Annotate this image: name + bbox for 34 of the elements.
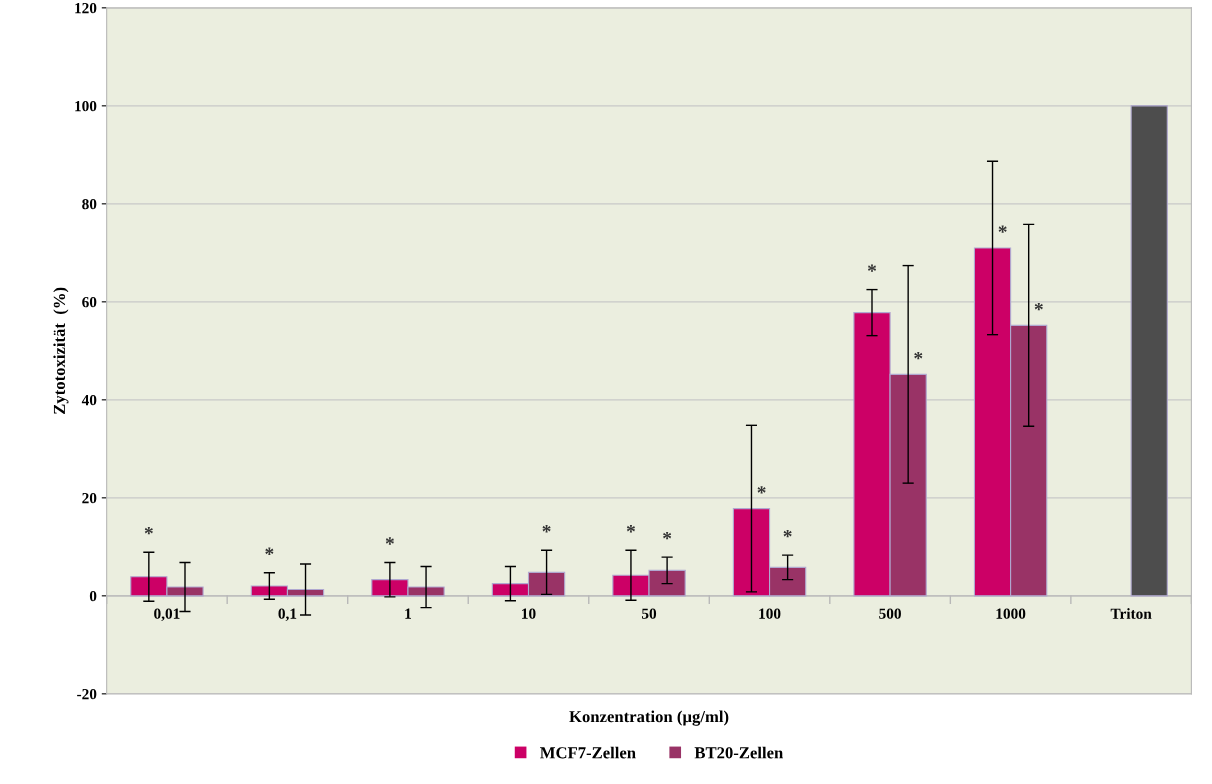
- data-label: *: [144, 527, 153, 535]
- y-tick-label: 60: [82, 296, 97, 308]
- y-tick-label: -20: [77, 688, 97, 700]
- y-tick-label: 100: [75, 100, 97, 112]
- x-tick-label: 0,1: [278, 608, 297, 622]
- data-label: *: [626, 525, 635, 533]
- x-tick-label: 100: [759, 608, 781, 619]
- y-tick-label: 40: [81, 394, 97, 406]
- y-axis-title: Zytotoxizität (%): [53, 287, 69, 414]
- data-label: *: [1034, 302, 1043, 311]
- x-tick-label: 10: [522, 608, 536, 619]
- data-label: *: [265, 547, 274, 555]
- x-tick-label: 1: [405, 608, 411, 619]
- x-tick-label: 50: [642, 608, 657, 619]
- data-label: *: [757, 486, 766, 494]
- data-label: *: [867, 264, 877, 272]
- data-label: *: [914, 351, 923, 360]
- data-label: *: [783, 529, 792, 538]
- y-tick-label: 120: [75, 2, 97, 14]
- legend-label: MCF7-Zellen: [540, 746, 636, 759]
- x-axis-title: Konzentration (µg/ml): [569, 710, 729, 726]
- bar: [1130, 105, 1168, 597]
- data-label: *: [998, 225, 1007, 233]
- data-label: *: [385, 537, 394, 545]
- y-tick-label: 80: [82, 198, 97, 210]
- data-label: *: [663, 531, 672, 540]
- legend-label: BT20-Zellen: [694, 746, 784, 759]
- y-tick-label: 0: [89, 590, 97, 602]
- x-tick-label: 0,01: [154, 608, 180, 622]
- y-tick-label: 20: [82, 492, 97, 504]
- x-tick-label: Triton: [1110, 608, 1152, 619]
- data-label: *: [542, 525, 551, 533]
- x-tick-label: 500: [879, 608, 901, 619]
- x-tick-label: 1000: [996, 608, 1026, 619]
